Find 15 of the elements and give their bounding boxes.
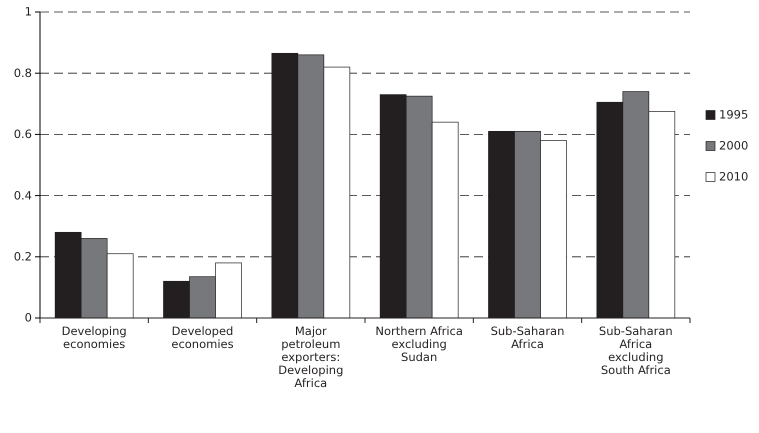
legend-label: 2000 (719, 138, 748, 152)
y-tick-label: 0.4 (14, 188, 32, 202)
legend-label: 1995 (719, 108, 748, 122)
y-tick-label: 0.6 (14, 127, 32, 142)
y-tick-label: 0.2 (14, 249, 32, 264)
y-tick-label: 0.8 (14, 66, 32, 80)
x-tick-label: Sub-Saharan Africa excluding South Africa (598, 324, 673, 377)
x-tick-label: Sub-Saharan Africa (490, 324, 564, 351)
x-tick-label: Developed economies (171, 324, 234, 351)
x-tick-label: Developing economies (62, 324, 127, 351)
y-tick-label: 1 (24, 4, 32, 19)
y-tick-label: 0 (24, 310, 32, 325)
x-tick-label: Major petroleum exporters: Developing Africa (278, 324, 344, 390)
legend-label: 2010 (719, 170, 748, 184)
x-tick-label: Northern Africa excluding Sudan (375, 324, 463, 364)
